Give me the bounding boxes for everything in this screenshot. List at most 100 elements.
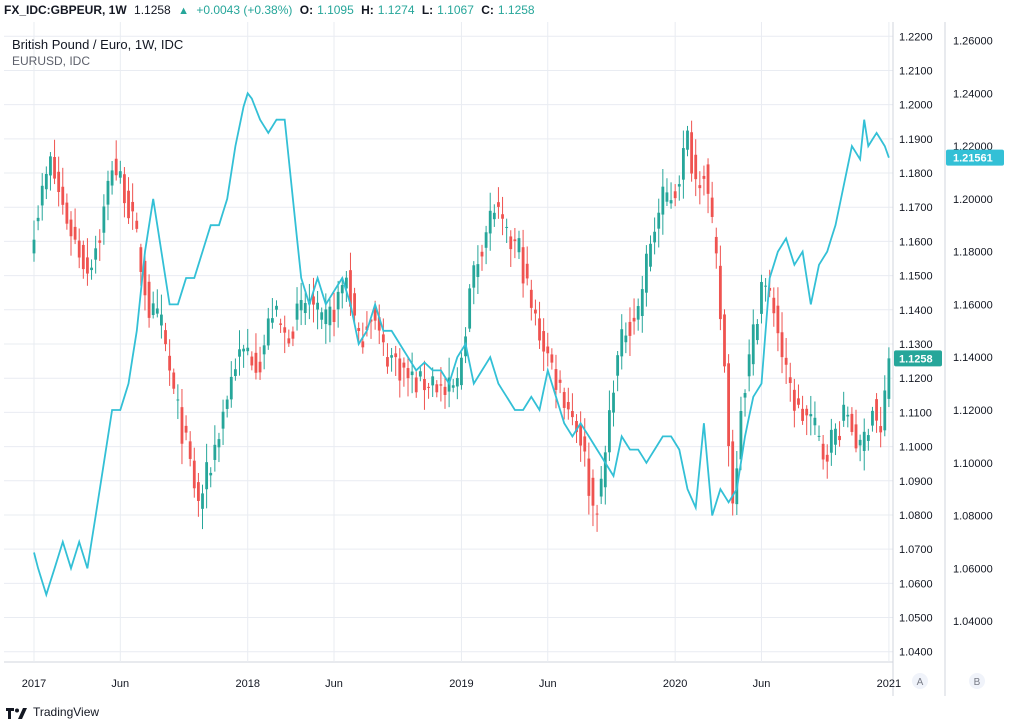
candle-body (575, 420, 578, 433)
candle-body (131, 201, 135, 212)
axis-b-tick-label: 1.14000 (953, 352, 993, 364)
candle-body (57, 171, 61, 193)
candle-body (538, 318, 541, 341)
candle-body (221, 411, 225, 429)
axis-a-tick-label: 1.0900 (899, 476, 933, 488)
candle-body (114, 158, 118, 176)
last-value-badges: 1.1258 1.21561 (894, 149, 1004, 367)
time-axis-tick-label: 2020 (663, 678, 687, 690)
time-axis[interactable]: 2017 Jun 2018 Jun 2019 Jun 2020 Jun 2021 A B (22, 673, 985, 690)
candle-body (299, 300, 303, 311)
candle-body (714, 236, 718, 254)
candle-body (168, 355, 172, 371)
candle-body (435, 384, 439, 393)
candle-body (838, 435, 841, 441)
candle-body (233, 369, 237, 377)
candle-body (373, 306, 377, 321)
candle-body (776, 305, 780, 334)
candle-body (866, 435, 870, 441)
candle-body (599, 478, 603, 497)
candle-body (390, 355, 393, 358)
candle-body (723, 314, 726, 367)
candle-body (40, 185, 44, 206)
candle-body (135, 220, 139, 229)
axis-b-tick-label: 1.12000 (953, 405, 993, 417)
axis-a-tick-label: 1.0800 (899, 510, 933, 522)
candle-body (764, 285, 767, 287)
axis-a-tick-label: 1.1600 (899, 236, 933, 248)
time-axis-tick-label: 2017 (22, 678, 46, 690)
candle-body (534, 309, 537, 314)
candle-body (443, 386, 447, 395)
time-axis-tick-label: Jun (325, 678, 343, 690)
main-series-legend[interactable]: British Pound / Euro, 1W, IDC (12, 37, 184, 52)
candle-body (332, 309, 336, 322)
candle-body (246, 347, 250, 352)
candle-body (258, 361, 262, 373)
last-value-badge-a (894, 350, 942, 367)
candle-body (480, 251, 484, 257)
brand-footer[interactable]: TradingView (6, 705, 99, 719)
time-axis-tick-label: 2019 (449, 678, 473, 690)
candle-body (644, 253, 648, 293)
candle-body (702, 175, 706, 179)
last-value-label-a: 1.1258 (899, 353, 933, 365)
candle-body (829, 429, 833, 453)
candle-body (813, 417, 817, 426)
candle-body (566, 402, 570, 410)
candle-body (772, 297, 776, 314)
candle-body (90, 267, 93, 271)
candle-body (86, 257, 89, 274)
candle-body (94, 248, 98, 260)
candle-body (98, 240, 102, 243)
axis-b-button-label: B (974, 677, 981, 688)
candle-body (661, 186, 665, 215)
candle-body (61, 186, 65, 205)
candle-body (846, 414, 850, 417)
candle-body (710, 197, 714, 217)
close-label: C: (481, 3, 494, 17)
candle-body (357, 328, 361, 332)
candle-body (809, 414, 813, 417)
candle-body (250, 356, 254, 366)
candle-body (558, 379, 562, 383)
high-label: H: (361, 3, 374, 17)
candle-body (751, 324, 755, 365)
candle-body (209, 472, 213, 476)
candle-body (77, 240, 81, 258)
overlay-series-legend[interactable]: EURUSD, IDC (12, 54, 91, 68)
candle-body (862, 431, 866, 451)
candle-body (254, 352, 258, 373)
candle-body (805, 408, 809, 416)
candle-body (854, 424, 858, 449)
candle-body (698, 185, 702, 189)
candle-body (649, 243, 652, 267)
eurusd-line (33, 91, 890, 598)
candle-body (665, 192, 669, 202)
candle-body (184, 425, 188, 433)
candle-body (817, 435, 821, 437)
candle-body (657, 212, 661, 229)
last-price: 1.1258 (134, 3, 171, 17)
candle-body (677, 184, 681, 187)
up-triangle-icon: ▲ (178, 5, 189, 17)
candle-body (801, 408, 804, 421)
symbol-header: FX_IDC:GBPEUR, 1W 1.1258 ▲ +0.0043 (+0.3… (4, 3, 539, 17)
candle-body (509, 236, 513, 250)
candle-body (497, 202, 500, 207)
candle-body (139, 247, 143, 272)
candle-body (406, 368, 410, 379)
candle-body (151, 303, 155, 316)
candle-body (291, 331, 295, 339)
candle-body (402, 362, 406, 368)
time-axis-tick-label: Jun (111, 678, 129, 690)
candle-body (353, 293, 356, 316)
candle-body (669, 200, 673, 204)
candle-body (673, 191, 677, 199)
eurusd-overlay (33, 91, 890, 598)
axis-a-tick-label: 1.1900 (899, 134, 933, 146)
candle-body (394, 353, 398, 358)
candle-body (694, 154, 698, 180)
low-label: L: (421, 3, 434, 17)
